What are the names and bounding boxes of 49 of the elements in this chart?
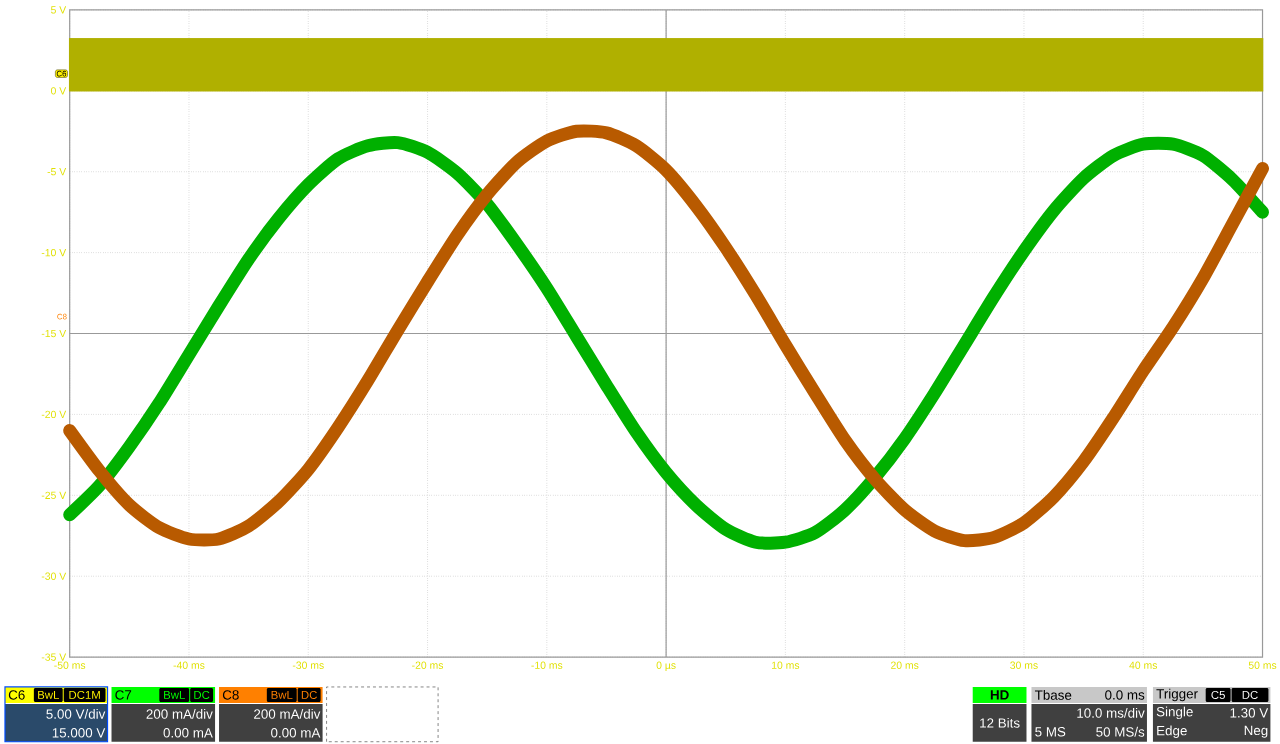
x-tick-label: -30 ms <box>292 661 324 670</box>
x-tick-label: 0 µs <box>656 661 676 672</box>
text: 0.00 mA <box>271 728 321 738</box>
x-tick-label: -10 ms <box>531 661 563 670</box>
text: Edge <box>1157 725 1187 739</box>
text: BwL <box>271 691 293 699</box>
text: HD <box>990 690 1009 700</box>
text: DC <box>194 691 210 700</box>
text: 1.30 V <box>1230 708 1269 718</box>
text: 0.0 ms <box>1105 690 1145 700</box>
text: Tbase <box>1034 690 1072 700</box>
y-tick-label: 5 V <box>50 6 67 14</box>
text: DC1M <box>69 691 100 700</box>
text: C8 <box>222 690 239 700</box>
text: C6 <box>8 690 25 700</box>
y-tick-label: -35 V <box>41 653 67 661</box>
y-tick-label: -30 V <box>41 572 67 581</box>
x-tick-label: -20 ms <box>412 661 444 670</box>
x-tick-label: 20 ms <box>891 661 919 670</box>
y-tick-label: 0 V <box>50 87 67 95</box>
text: 10.0 ms/div <box>1077 708 1145 718</box>
text: BwL <box>164 691 185 699</box>
text: 0.00 mA <box>163 728 213 738</box>
x-tick-label: 40 ms <box>1129 661 1158 670</box>
x-tick-label: 30 ms <box>1010 661 1038 670</box>
x-tick-label: -50 ms <box>54 661 86 670</box>
text: 5 MS <box>1035 727 1066 737</box>
text: Single <box>1156 706 1193 720</box>
y-tick-label: -10 V <box>41 249 67 257</box>
y-tick-label: -5 V <box>47 168 67 176</box>
text: 5.00 V/div <box>46 709 106 719</box>
text: C7 <box>115 690 132 700</box>
text: 200 mA/div <box>254 709 321 719</box>
x-tick-label: -40 ms <box>173 661 205 670</box>
text: Trigger <box>1156 688 1198 702</box>
y-tick-label: -25 V <box>41 491 67 500</box>
text: C5 <box>1211 691 1225 700</box>
text: 50 MS/s <box>1096 726 1145 737</box>
x-tick-label: 10 ms <box>772 661 800 670</box>
text: 12 Bits <box>980 718 1020 728</box>
x-tick-label: 50 ms <box>1248 661 1277 670</box>
y-tick-label: -15 V <box>41 330 67 338</box>
text: DC <box>1242 691 1258 700</box>
text: 15.000 V <box>52 728 106 738</box>
text: BwL <box>38 691 59 699</box>
y-tick-label: -20 V <box>41 410 67 419</box>
text: DC <box>301 691 317 700</box>
text: 200 mA/div <box>146 709 213 719</box>
text: Neg <box>1244 725 1268 738</box>
